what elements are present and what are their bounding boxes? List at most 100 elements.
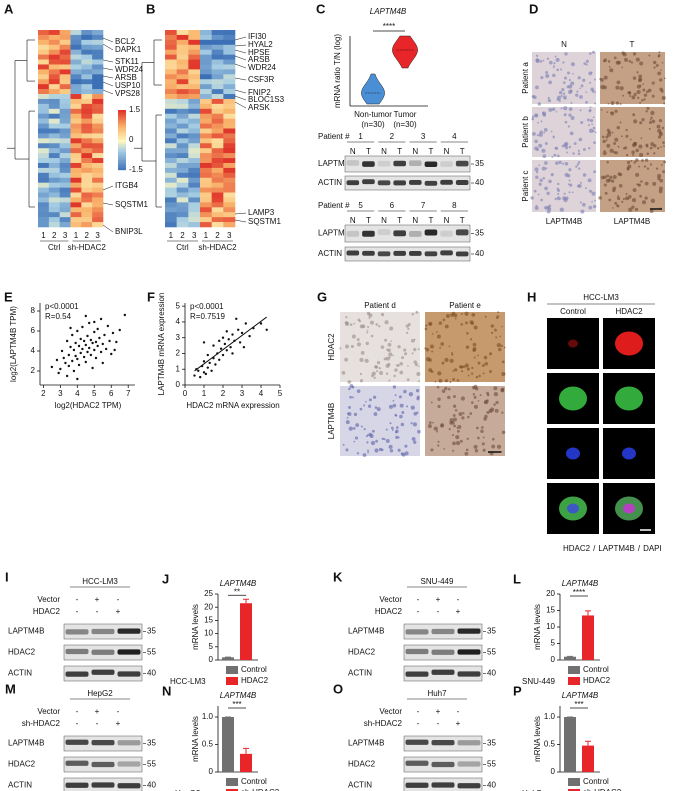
micrograph-texture [661, 61, 664, 64]
micrograph-texture [577, 149, 580, 152]
heatmap-cell [165, 103, 177, 110]
heatmap-cell [81, 98, 93, 105]
micrograph-texture [543, 207, 546, 209]
heatmap-cell [81, 69, 93, 75]
scatter-point [210, 369, 213, 373]
heatmap-cell [70, 207, 82, 213]
heatmap-cell [211, 162, 224, 169]
heatmap-cell [223, 59, 236, 65]
scatter-point [67, 353, 71, 357]
heatmap-cell [211, 84, 224, 90]
heatmap-cell [211, 138, 224, 144]
heatmap-cell [200, 222, 212, 228]
micrograph-texture [493, 392, 499, 397]
heatmap-cell [188, 153, 201, 159]
micrograph-texture [534, 167, 539, 172]
micrograph-texture [416, 371, 421, 377]
micrograph-texture [606, 143, 611, 148]
group-label: Ctrl [176, 243, 189, 252]
heatmap-cell [81, 222, 93, 228]
heatmap-cell [188, 34, 201, 41]
colorbar-cell [118, 118, 126, 121]
micrograph-texture [364, 358, 369, 363]
cell [615, 331, 643, 356]
micrograph-texture [344, 344, 349, 349]
heatmap-cell [223, 177, 236, 183]
heatmap-cell [223, 108, 236, 115]
heatmap-cell [176, 34, 189, 41]
heatmap-cell [59, 207, 71, 213]
heatmap-cell [188, 44, 201, 50]
micrograph-texture [553, 62, 556, 65]
heatmap-cell [70, 103, 82, 110]
scatter-point [86, 350, 89, 354]
y-axis-label: mRNA levels [191, 604, 200, 650]
micrograph-texture [619, 86, 624, 91]
heatmap-cell [81, 187, 93, 193]
heatmap-cell [48, 202, 60, 208]
heatmap-cell [38, 148, 50, 154]
cell-line: HepG2 [87, 689, 113, 698]
heatmap-cell [70, 212, 82, 218]
micrograph-texture [564, 52, 568, 56]
heatmap-cell [38, 34, 50, 41]
heatmap-cell [165, 30, 177, 36]
heatmap-cell [188, 143, 201, 149]
gene-label: ARSB [115, 73, 137, 82]
heatmap-cell [92, 39, 104, 46]
micrograph-texture [496, 444, 502, 449]
heatmap-cell [188, 222, 201, 228]
micrograph-texture [555, 57, 560, 62]
sign: + [95, 707, 100, 716]
micrograph-texture [387, 342, 392, 347]
micrograph-texture [603, 150, 606, 152]
heatmap-cell [188, 128, 201, 134]
heatmap-cell [59, 153, 71, 159]
significance: **** [383, 22, 395, 31]
micrograph-texture [539, 178, 543, 183]
micrograph-texture [385, 363, 390, 368]
micrograph-texture [471, 366, 474, 370]
micrograph-texture [473, 395, 477, 399]
blot-band [117, 649, 141, 655]
micrograph-texture [570, 81, 575, 86]
micrograph-texture [440, 424, 444, 428]
blot [344, 246, 471, 262]
micrograph-texture [589, 81, 592, 84]
micrograph-texture [411, 312, 415, 316]
micrograph-texture [621, 51, 625, 55]
heatmap-cell [211, 44, 224, 50]
micrograph-texture [414, 363, 419, 367]
heatmap-cell [176, 118, 189, 124]
heatmap-cell [38, 207, 50, 213]
micrograph-texture [365, 400, 367, 403]
micrograph-texture [441, 389, 446, 393]
scatter-point [202, 360, 206, 363]
micrograph-texture [490, 324, 495, 328]
blot [63, 623, 143, 640]
mw-label: 40 [487, 669, 496, 678]
micrograph-texture [394, 394, 397, 397]
heatmap-cell [59, 162, 71, 169]
micrograph-texture [582, 148, 586, 151]
micrograph-texture [399, 414, 403, 419]
heatmap-cell [176, 103, 189, 110]
x-tick-label: 5 [278, 389, 283, 398]
micrograph-texture [573, 142, 577, 145]
heatmap-cell [176, 148, 189, 154]
micrograph-texture [637, 183, 640, 186]
column-label: 2 [52, 231, 57, 240]
micrograph-texture [365, 341, 369, 346]
heatmap-cell [92, 207, 104, 213]
heatmap-cell [81, 64, 93, 70]
micrograph-texture [360, 425, 363, 428]
micrograph-texture [464, 451, 469, 456]
category-label: (n=30) [361, 120, 385, 129]
heatmap-cell [188, 74, 201, 80]
micrograph-texture [489, 370, 492, 373]
legend-label: Control [583, 777, 609, 786]
micrograph-texture [600, 78, 604, 82]
micrograph-texture [538, 164, 540, 167]
heatmap-cell [165, 182, 177, 188]
gene-connector [234, 212, 247, 215]
